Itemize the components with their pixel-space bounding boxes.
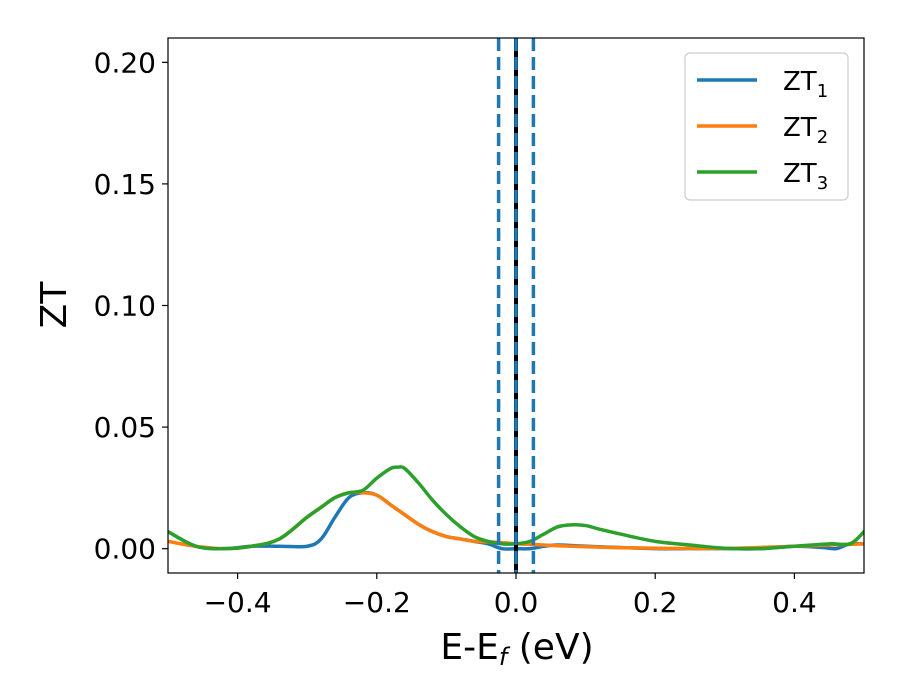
y-axis: 0.00 0.05 0.10 0.15 0.20 xyxy=(94,46,168,566)
y-tick-label: 0.20 xyxy=(94,46,156,79)
x-axis-label-main: E-E xyxy=(440,627,498,668)
x-tick-label: −0.4 xyxy=(204,586,272,619)
y-tick-label: 0.00 xyxy=(94,533,156,566)
x-tick-label: 0.4 xyxy=(772,586,817,619)
x-axis: −0.4 −0.2 0.0 0.2 0.4 xyxy=(204,573,817,619)
x-tick-label: 0.2 xyxy=(633,586,678,619)
legend-item-zt2: ZT2 xyxy=(697,113,828,148)
y-tick-label: 0.15 xyxy=(94,168,156,201)
y-tick-label: 0.05 xyxy=(94,411,156,444)
legend-label: ZT1 xyxy=(783,67,828,102)
series-line-zt3 xyxy=(168,465,864,551)
legend-box xyxy=(684,52,849,201)
legend-label: ZT2 xyxy=(783,113,828,148)
x-axis-label-unit: (eV) xyxy=(507,627,593,668)
y-axis-label: ZT xyxy=(34,281,75,329)
plot-area xyxy=(167,37,865,574)
plot-content xyxy=(168,38,864,573)
legend-item-zt1: ZT1 xyxy=(697,67,828,102)
legend: ZT1 ZT2 ZT3 xyxy=(684,52,849,201)
legend-label: ZT3 xyxy=(783,159,828,194)
x-tick-label: 0.0 xyxy=(494,586,539,619)
x-tick-label: −0.2 xyxy=(343,586,411,619)
legend-item-zt3: ZT3 xyxy=(697,159,828,194)
y-tick-label: 0.10 xyxy=(94,290,156,323)
x-axis-label: E-Ef (eV) xyxy=(440,627,593,671)
